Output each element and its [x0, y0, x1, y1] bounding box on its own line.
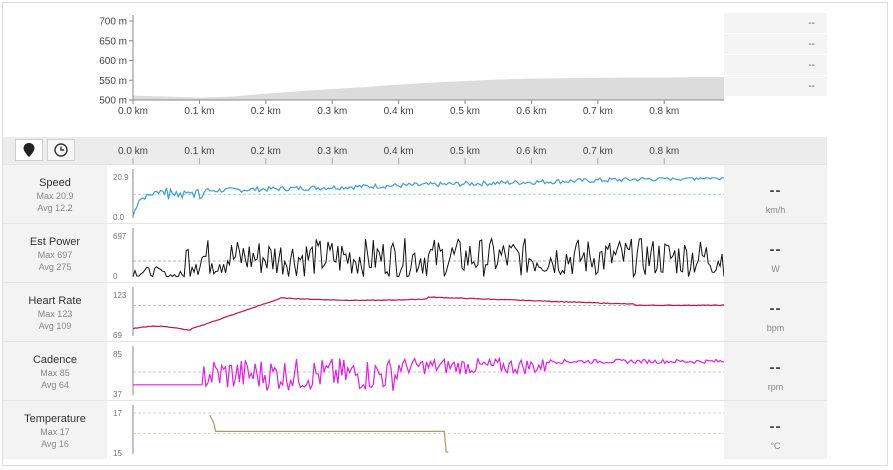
metric-label-power: Est Power Max 697 Avg 275 [3, 224, 107, 282]
readout-2: -- [724, 34, 827, 55]
elevation-x-tick-label: 0.0 km [118, 106, 148, 117]
metric-unit: °C [770, 441, 781, 451]
elevation-y-tick-label: 550 m [99, 76, 127, 87]
metric-value-cadence: -- rpm [724, 342, 827, 400]
elevation-x-tick-label: 0.3 km [317, 106, 347, 117]
chart-toolbar: 0.0 km 0.1 km 0.2 km 0.3 km 0.4 km 0.5 km 0.6 … [3, 137, 827, 164]
metric-label-speed: Speed Max 20.9 Avg 12.2 [3, 165, 107, 223]
elevation-x-tick-label: 0.5 km [450, 106, 480, 117]
metric-y-max-label: 17 [113, 409, 122, 418]
metric-value-temp: -- °C [724, 401, 827, 459]
metric-value-power: -- W [724, 224, 827, 282]
metric-series-line [133, 356, 724, 391]
metric-y-min-label: 37 [113, 390, 122, 399]
readout-4: -- [724, 76, 827, 97]
toolbar-x-tick-label: 0.4 km [384, 146, 414, 157]
metric-label-hr: Heart Rate Max 123 Avg 109 [3, 283, 107, 341]
metric-row-power: Est Power Max 697 Avg 275 697 0 -- W [3, 223, 827, 282]
metric-row-cadence: Cadence Max 85 Avg 64 85 37 -- rpm [3, 341, 827, 400]
metric-max: Max 85 [40, 368, 70, 378]
metric-series-line [132, 236, 724, 279]
toolbar-x-tick-label: 0.5 km [450, 146, 480, 157]
metric-y-max-label: 20.9 [113, 173, 129, 182]
metric-name: Cadence [32, 354, 78, 366]
elevation-y-tick-label: 700 m [99, 17, 127, 28]
metric-avg: Avg 275 [38, 262, 72, 272]
toolbar-x-tick-label: 0.3 km [317, 146, 347, 157]
metric-max: Max 17 [40, 427, 70, 437]
metric-max: Max 123 [37, 309, 73, 319]
metric-y-min-label: 69 [113, 331, 122, 340]
metric-name: Est Power [29, 236, 81, 248]
elevation-y-tick-label: 600 m [99, 56, 127, 67]
elevation-x-tick-label: 0.1 km [184, 106, 214, 117]
metric-current-value: -- [769, 182, 782, 199]
time-mode-button[interactable] [47, 139, 75, 161]
map-pin-icon [23, 143, 35, 157]
metric-y-min-label: 15 [113, 449, 122, 458]
metric-series-line [132, 176, 724, 217]
metric-label-cadence: Cadence Max 85 Avg 64 [3, 342, 107, 400]
elevation-x-tick-label: 0.6 km [516, 106, 546, 117]
toolbar-x-tick-label: 0.8 km [649, 146, 679, 157]
metric-avg: Avg 16 [41, 439, 69, 449]
toolbar-distance-axis: 0.0 km 0.1 km 0.2 km 0.3 km 0.4 km 0.5 km 0.6 … [118, 146, 679, 164]
toolbar-x-tick-label: 0.0 km [118, 146, 148, 157]
metric-name: Temperature [24, 413, 86, 425]
metric-row-hr: Heart Rate Max 123 Avg 109 123 69 -- bpm [3, 282, 827, 341]
metric-current-value: -- [769, 418, 782, 435]
metric-avg: Avg 64 [41, 380, 69, 390]
elevation-x-tick-label: 0.7 km [583, 106, 613, 117]
metric-series-line [132, 296, 724, 331]
metric-value-hr: -- bpm [724, 283, 827, 341]
elevation-readouts: -- -- -- -- [724, 13, 827, 97]
elevation-area [133, 77, 724, 100]
metric-current-value: -- [769, 241, 782, 258]
activity-analysis-panel: 700 m 650 m 600 m 550 m 500 m 0.0 km 0.1 km 0.2… [2, 2, 888, 466]
readout-3: -- [724, 55, 827, 76]
metric-chart-hr: 123 69 [113, 287, 724, 340]
metric-unit: W [771, 264, 780, 274]
metric-avg: Avg 109 [38, 321, 72, 331]
elevation-x-tick-label: 0.4 km [384, 106, 414, 117]
readout-1: -- [724, 13, 827, 34]
metric-value-speed: -- km/h [724, 165, 827, 223]
toolbar-x-tick-label: 0.2 km [251, 146, 281, 157]
metric-y-max-label: 123 [113, 291, 127, 300]
metric-chart-power: 697 0 [113, 228, 724, 281]
metric-chart-speed: 20.9 0.0 [113, 169, 724, 222]
toolbar-x-tick-label: 0.1 km [184, 146, 214, 157]
metric-name: Speed [39, 177, 71, 189]
elevation-x-tick-label: 0.2 km [251, 106, 281, 117]
metric-label-temp: Temperature Max 17 Avg 16 [3, 401, 107, 459]
metric-max: Max 697 [37, 250, 73, 260]
distance-mode-button[interactable] [15, 139, 43, 161]
metric-series-line [209, 414, 449, 453]
metric-y-max-label: 85 [113, 350, 122, 359]
elevation-y-tick-label: 650 m [99, 36, 127, 47]
metric-max: Max 20.9 [36, 191, 74, 201]
metric-y-max-label: 697 [113, 232, 127, 241]
metric-avg: Avg 12.2 [37, 203, 73, 213]
elevation-y-tick-label: 500 m [99, 96, 127, 107]
metric-unit: bpm [766, 323, 785, 333]
metric-name: Heart Rate [28, 295, 82, 307]
toolbar-x-tick-label: 0.7 km [583, 146, 613, 157]
elevation-chart: 700 m 650 m 600 m 550 m 500 m0.0 km 0.1 km 0.2… [99, 15, 724, 117]
metric-y-min-label: 0 [113, 272, 118, 281]
metric-current-value: -- [769, 359, 782, 376]
metric-chart-cadence: 85 37 [113, 346, 724, 399]
elevation-x-tick-label: 0.8 km [649, 106, 679, 117]
metric-unit: km/h [765, 205, 786, 215]
clock-icon [54, 143, 68, 157]
metric-y-min-label: 0.0 [113, 213, 125, 222]
metric-row-speed: Speed Max 20.9 Avg 12.2 20.9 0.0 -- km/h [3, 164, 827, 223]
metric-unit: rpm [767, 382, 784, 392]
metric-current-value: -- [769, 300, 782, 317]
toolbar-x-tick-label: 0.6 km [516, 146, 546, 157]
metric-row-temp: Temperature Max 17 Avg 16 17 15 -- °C [3, 400, 827, 459]
